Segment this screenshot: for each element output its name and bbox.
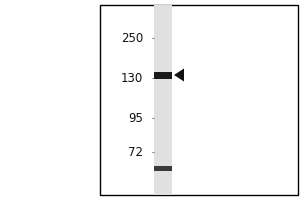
Bar: [100, 5, 298, 195]
Bar: [154, 72, 172, 78]
Text: 130: 130: [121, 72, 143, 84]
Text: 95: 95: [128, 112, 143, 124]
Text: 72: 72: [128, 146, 143, 158]
Bar: [154, 5, 172, 195]
Text: 250: 250: [121, 31, 143, 45]
Bar: [154, 166, 172, 170]
Polygon shape: [174, 68, 184, 82]
